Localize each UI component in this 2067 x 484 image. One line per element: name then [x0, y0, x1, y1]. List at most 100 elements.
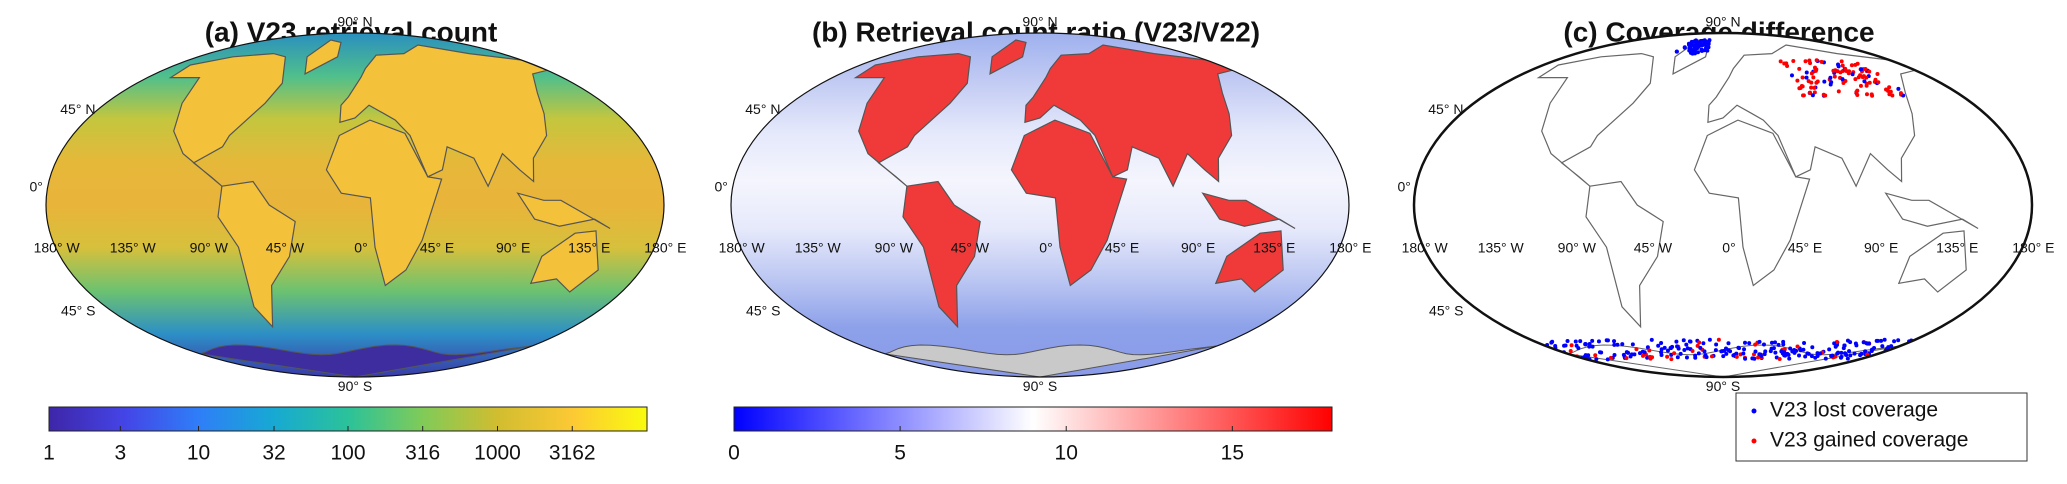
- map-dot: [1583, 342, 1588, 347]
- map-dot: [1774, 355, 1779, 360]
- lon-label: 45° W: [266, 240, 305, 256]
- map-dot: [1836, 89, 1841, 94]
- map-dot: [1788, 346, 1793, 351]
- map-land: [853, 39, 1296, 377]
- map-dot: [1568, 349, 1573, 354]
- map-dot: [1789, 73, 1794, 78]
- map-dot: [1783, 353, 1788, 358]
- map-dot: [1642, 350, 1647, 355]
- map-dot: [1698, 345, 1703, 350]
- map-dot: [1847, 349, 1852, 354]
- map-dot: [1802, 340, 1807, 345]
- map-dot: [1674, 339, 1679, 344]
- lon-label: 90° W: [875, 240, 914, 256]
- map-dot: [1773, 350, 1778, 355]
- lat-label: 90° N: [1022, 13, 1057, 29]
- lon-label: 180° W: [719, 240, 766, 256]
- map-dot: [1656, 343, 1661, 348]
- colorbar-tick-label: 10: [187, 442, 210, 465]
- colorbar-tick-label: 3: [114, 442, 126, 465]
- map-dot: [1662, 345, 1667, 350]
- map-dot: [1726, 341, 1731, 346]
- map-dot: [1590, 338, 1595, 343]
- map-dot: [1672, 351, 1677, 356]
- map-dot: [1841, 346, 1846, 351]
- map-dot: [1832, 341, 1837, 346]
- map-dot: [1624, 350, 1629, 355]
- map-dot: [1835, 351, 1840, 356]
- map-dot: [1678, 351, 1683, 356]
- map-dot: [1798, 348, 1803, 353]
- map-dot: [1713, 348, 1718, 353]
- map-dot: [1578, 339, 1583, 344]
- map-dot: [1604, 338, 1609, 343]
- map-dot: [1882, 337, 1887, 342]
- lon-label: 180° W: [34, 240, 81, 256]
- map-dot: [1648, 356, 1653, 361]
- map-dot: [1624, 356, 1629, 361]
- map-dot: [1628, 354, 1633, 359]
- map-dot: [1741, 351, 1746, 356]
- map-dot: [1612, 339, 1617, 344]
- lon-label: 45° E: [1788, 240, 1822, 256]
- map-dot: [1682, 45, 1687, 50]
- map-dot: [1856, 75, 1861, 80]
- map-dot: [1696, 351, 1701, 356]
- map-dot: [1879, 338, 1884, 343]
- map-dot: [1797, 353, 1802, 358]
- map-dot: [1569, 343, 1574, 348]
- continent: [304, 39, 342, 75]
- lon-label: 180° W: [1402, 240, 1449, 256]
- map-dot: [1853, 62, 1858, 67]
- map-dot: [1696, 43, 1701, 48]
- map-dot: [1800, 75, 1805, 80]
- colorbar-tick-label: 316: [405, 442, 440, 465]
- map-dot: [1596, 339, 1601, 344]
- map-dot: [1702, 349, 1707, 354]
- lat-label: 0°: [715, 179, 728, 195]
- map-dot: [1590, 344, 1595, 349]
- map-dot: [1790, 349, 1795, 354]
- map-dot: [1821, 92, 1826, 97]
- map-dot: [1550, 339, 1555, 344]
- lat-label: 0°: [1398, 179, 1411, 195]
- lon-label: 45° W: [1634, 240, 1673, 256]
- map-dot: [1797, 66, 1802, 71]
- map-dot: [1829, 354, 1834, 359]
- map-dot: [1705, 40, 1710, 45]
- map-dot: [1669, 357, 1674, 362]
- map-dot: [1848, 353, 1853, 358]
- antarctica: [200, 344, 532, 377]
- lon-label: 180° E: [1329, 240, 1371, 256]
- map-dot: [1668, 345, 1673, 350]
- map-dot: [1855, 93, 1860, 98]
- antarctica: [885, 344, 1217, 377]
- lat-label: 45° S: [1429, 302, 1463, 318]
- map-dot: [1747, 341, 1752, 346]
- map-dot: [1798, 86, 1803, 91]
- map-dot: [1615, 342, 1620, 347]
- map-dot: [1832, 74, 1837, 79]
- map-dot: [1565, 338, 1570, 343]
- continent: [1201, 192, 1296, 230]
- map-dot: [1597, 350, 1602, 355]
- map-dot: [1734, 354, 1739, 359]
- map-dot: [1647, 348, 1652, 353]
- lat-label: 45° S: [746, 302, 780, 318]
- lon-label: 0°: [1722, 240, 1735, 256]
- lon-label: 90° E: [1181, 240, 1215, 256]
- continent: [1585, 180, 1664, 329]
- map-dot: [1836, 62, 1841, 67]
- map-frame: [45, 32, 665, 378]
- map-dot: [1594, 357, 1599, 362]
- map-dot: [1828, 82, 1833, 87]
- map-dot: [1867, 80, 1872, 85]
- map-dot: [1682, 348, 1687, 353]
- map-dot: [1892, 339, 1897, 344]
- lon-label: 0°: [1039, 240, 1052, 256]
- map-dot: [1863, 349, 1868, 354]
- lat-label: 90° N: [1705, 13, 1740, 29]
- map-dot: [1854, 89, 1859, 94]
- colorbar-tick-label: 0: [728, 442, 740, 465]
- map-dot: [1574, 343, 1579, 348]
